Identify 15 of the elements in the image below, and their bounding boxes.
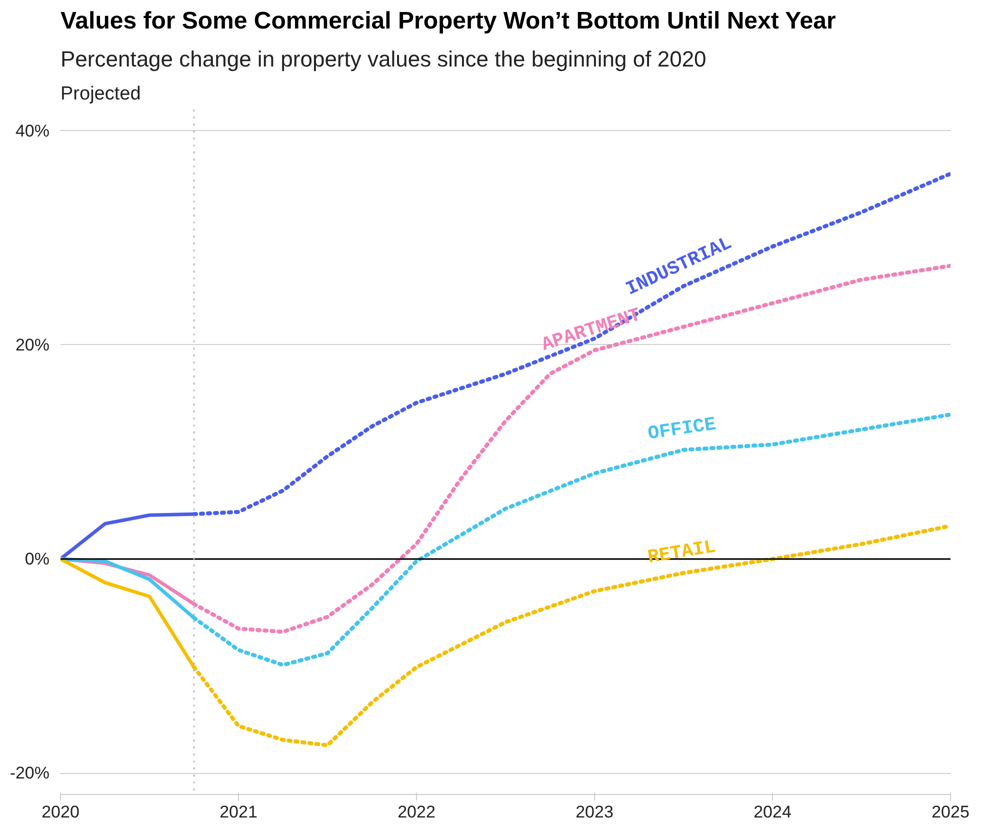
y-tick-label: -20%	[10, 764, 50, 783]
chart-subtitle: Percentage change in property values since the beginning of 2020	[60, 46, 706, 72]
x-tick-label: 2021	[220, 802, 258, 822]
y-tick-label: 20%	[15, 335, 50, 354]
x-tick-label: 2025	[932, 802, 970, 822]
x-tick-label: 2020	[42, 802, 80, 822]
text: OFFICE	[646, 413, 718, 445]
x-tick-label: 2022	[398, 802, 436, 822]
y-tick-label: 40%	[15, 121, 50, 140]
x-tick-label: 2024	[754, 802, 792, 822]
text: Projected	[60, 84, 141, 104]
y-tick-label: 0%	[24, 550, 50, 569]
text: RETAIL	[646, 536, 718, 568]
x-tick-label: 2023	[576, 802, 614, 822]
chart-title: Values for Some Commercial Property Won’t Bottom Until Next Year	[60, 8, 836, 34]
